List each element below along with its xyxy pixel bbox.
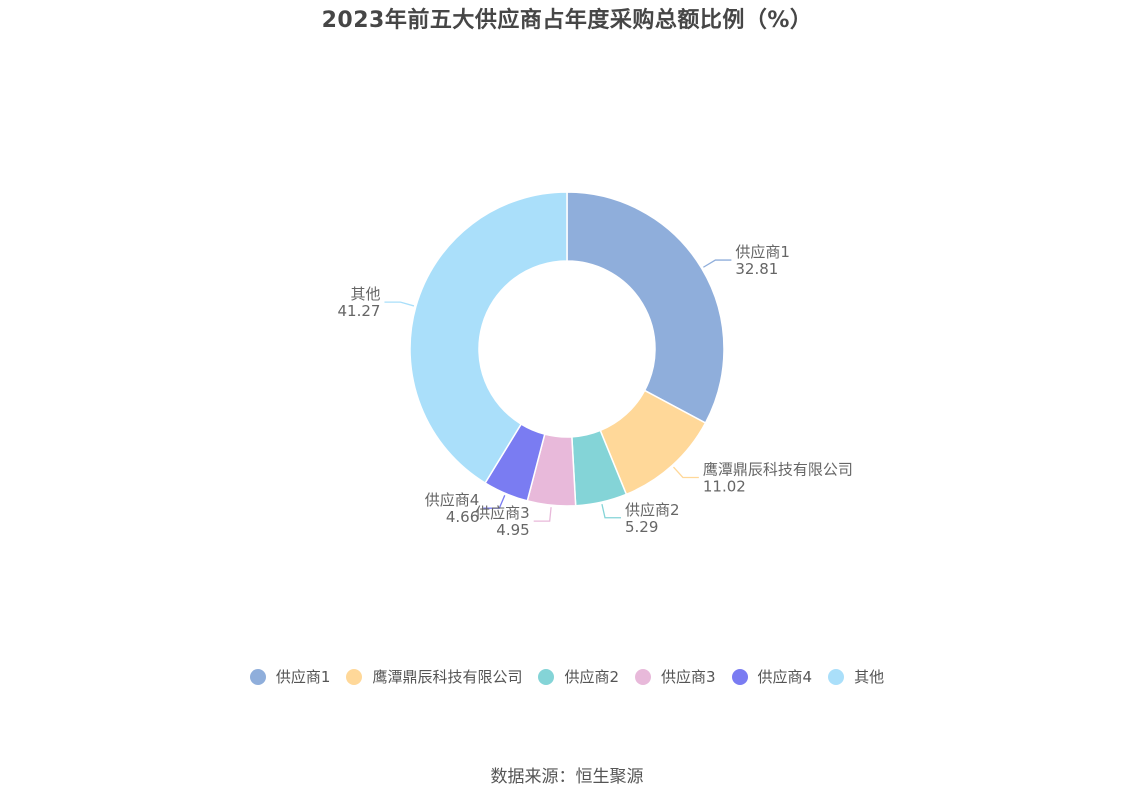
leader-line-2 xyxy=(601,503,622,519)
slice-label-name-2: 供应商2 xyxy=(625,501,680,519)
legend-label: 供应商4 xyxy=(757,668,813,686)
legend-label: 鹰潭鼎辰科技有限公司 xyxy=(372,668,523,686)
legend-dot xyxy=(828,668,845,685)
legend-item-supplier-1[interactable]: 供应商1 xyxy=(249,666,331,687)
donut-slice-0[interactable] xyxy=(566,191,725,425)
legend-label: 供应商3 xyxy=(661,668,716,686)
slice-label-name-5: 其他 xyxy=(350,285,380,303)
leader-line-3 xyxy=(533,507,552,522)
legend-item-yingtan-dingchen[interactable]: 鹰潭鼎辰科技有限公司 xyxy=(346,666,522,687)
label-leader-lines xyxy=(384,259,732,522)
leader-line-1 xyxy=(673,466,699,479)
chart-legend: 供应商1 鹰潭鼎辰科技有限公司 供应商2 供应商3 供应商4 其他 xyxy=(0,666,1134,687)
legend-item-supplier-2[interactable]: 供应商2 xyxy=(538,666,619,687)
slice-label-value-1: 11.02 xyxy=(703,477,746,495)
leader-line-5 xyxy=(384,301,415,307)
legend-dot xyxy=(249,668,266,685)
slice-label-name-3: 供应商3 xyxy=(475,504,530,522)
donut-slice-5[interactable] xyxy=(409,191,568,484)
legend-label: 供应商2 xyxy=(564,668,619,686)
legend-dot xyxy=(635,668,651,685)
slice-label-name-0: 供应商1 xyxy=(735,243,790,261)
donut-slices xyxy=(409,191,725,507)
slice-label-name-1: 鹰潭鼎辰科技有限公司 xyxy=(703,460,853,478)
legend-label: 其他 xyxy=(854,668,885,686)
slice-label-value-0: 32.81 xyxy=(735,260,778,278)
chart-title: 2023年前五大供应商占年度采购总额比例（%） xyxy=(321,8,813,33)
slice-label-value-3: 4.95 xyxy=(496,521,529,539)
legend-dot xyxy=(731,668,748,685)
slice-label-name-4: 供应商4 xyxy=(425,491,480,509)
legend-item-others[interactable]: 其他 xyxy=(828,666,884,687)
data-source: 数据来源：恒生聚源 xyxy=(490,767,644,787)
legend-item-supplier-4[interactable]: 供应商4 xyxy=(731,666,813,687)
slice-label-value-2: 5.29 xyxy=(625,518,658,536)
legend-label: 供应商1 xyxy=(275,668,331,686)
leader-line-4 xyxy=(483,495,506,509)
slice-label-value-4: 4.66 xyxy=(446,508,479,526)
legend-dot xyxy=(346,668,363,685)
legend-dot xyxy=(538,668,555,685)
slice-label-value-5: 41.27 xyxy=(338,302,381,320)
legend-item-supplier-3[interactable]: 供应商3 xyxy=(635,666,716,687)
leader-line-0 xyxy=(703,259,732,268)
